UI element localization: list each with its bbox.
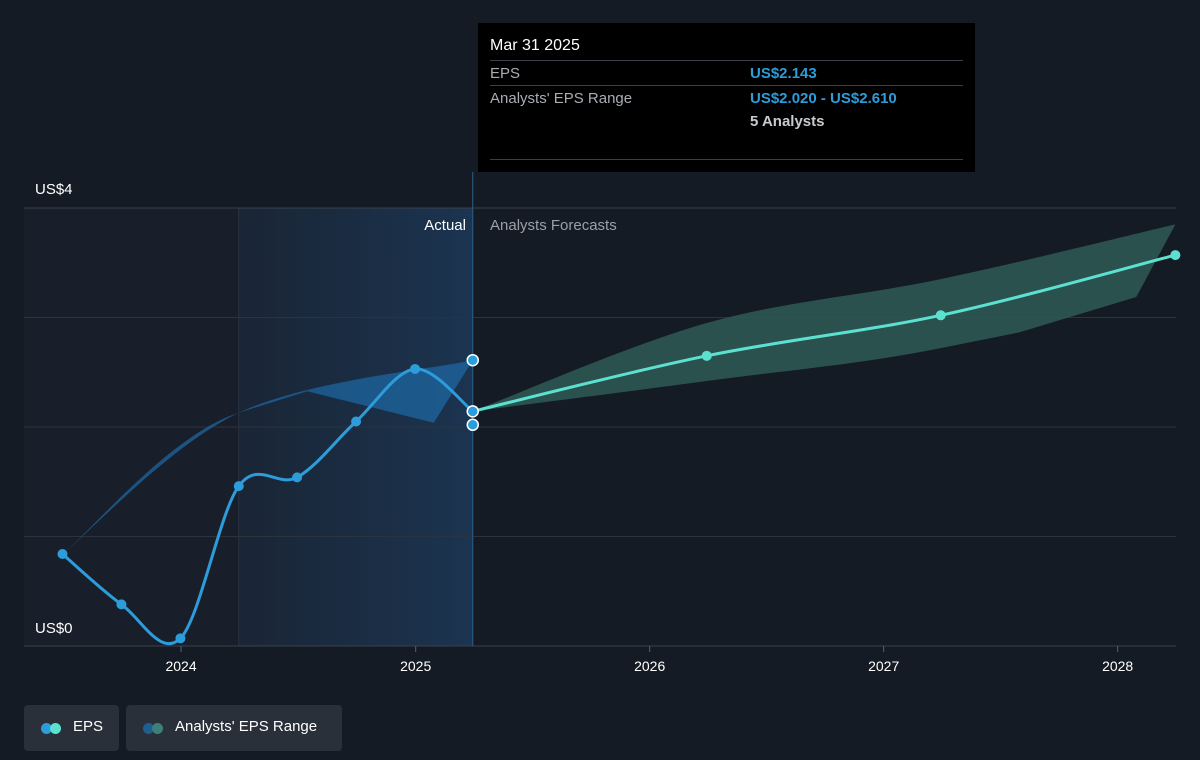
eps-forecast-point — [701, 350, 712, 361]
tooltip-date: Mar 31 2025 — [490, 37, 580, 54]
tooltip-eps-row: EPS US$2.143 — [490, 60, 963, 86]
tooltip: Mar 31 2025 EPS US$2.143 Analysts' EPS R… — [478, 23, 975, 172]
highlight-marker — [466, 418, 479, 432]
highlight-marker — [466, 405, 479, 418]
y-tick-label-min: US$0 — [35, 620, 73, 637]
tooltip-eps-value: US$2.143 — [750, 65, 817, 82]
eps-actual-point — [351, 416, 362, 427]
actual-label: Actual — [424, 217, 466, 234]
x-tick-label: 2028 — [1102, 658, 1133, 674]
past-range-band — [62, 360, 473, 555]
highlight-marker — [466, 353, 479, 367]
eps-actual-point — [175, 633, 186, 644]
eps-actual-point — [116, 599, 127, 610]
tooltip-analysts: 5 Analysts — [750, 113, 825, 130]
x-tick-label: 2024 — [165, 658, 196, 674]
legend-eps-dot-forecast-icon — [50, 723, 61, 734]
tooltip-range-value: US$2.020 - US$2.610 — [750, 90, 897, 107]
eps-actual-point — [410, 363, 421, 374]
x-tick-label: 2026 — [634, 658, 665, 674]
tooltip-divider — [490, 159, 963, 160]
x-tick-label: 2025 — [400, 658, 431, 674]
tooltip-range-label: Analysts' EPS Range — [490, 90, 633, 107]
eps-forecast-point — [935, 310, 946, 321]
y-tick-label-max: US$4 — [35, 181, 73, 198]
legend-range-button[interactable]: Analysts' EPS Range — [126, 705, 342, 751]
eps-actual-point — [292, 472, 303, 483]
tooltip-range-row: Analysts' EPS Range US$2.020 - US$2.610 — [490, 85, 963, 111]
tooltip-eps-label: EPS — [490, 65, 521, 82]
legend-range-label: Analysts' EPS Range — [175, 718, 318, 735]
eps-actual-point — [233, 481, 244, 492]
actual-eps-line — [61, 367, 474, 646]
legend-eps-dot-actual-icon — [41, 723, 52, 734]
eps-forecast-point — [1170, 250, 1181, 261]
forecast-eps-line — [472, 253, 1176, 413]
x-tick-label: 2027 — [868, 658, 899, 674]
legend-eps-button[interactable]: EPS — [24, 705, 119, 751]
legend-range-dot-actual-icon — [143, 723, 154, 734]
legend-eps-label: EPS — [73, 718, 104, 735]
forecast-label: Analysts Forecasts — [490, 217, 617, 234]
eps-actual-point — [57, 549, 68, 560]
legend-range-dot-forecast-icon — [152, 723, 163, 734]
forecast-range-band — [472, 224, 1176, 412]
